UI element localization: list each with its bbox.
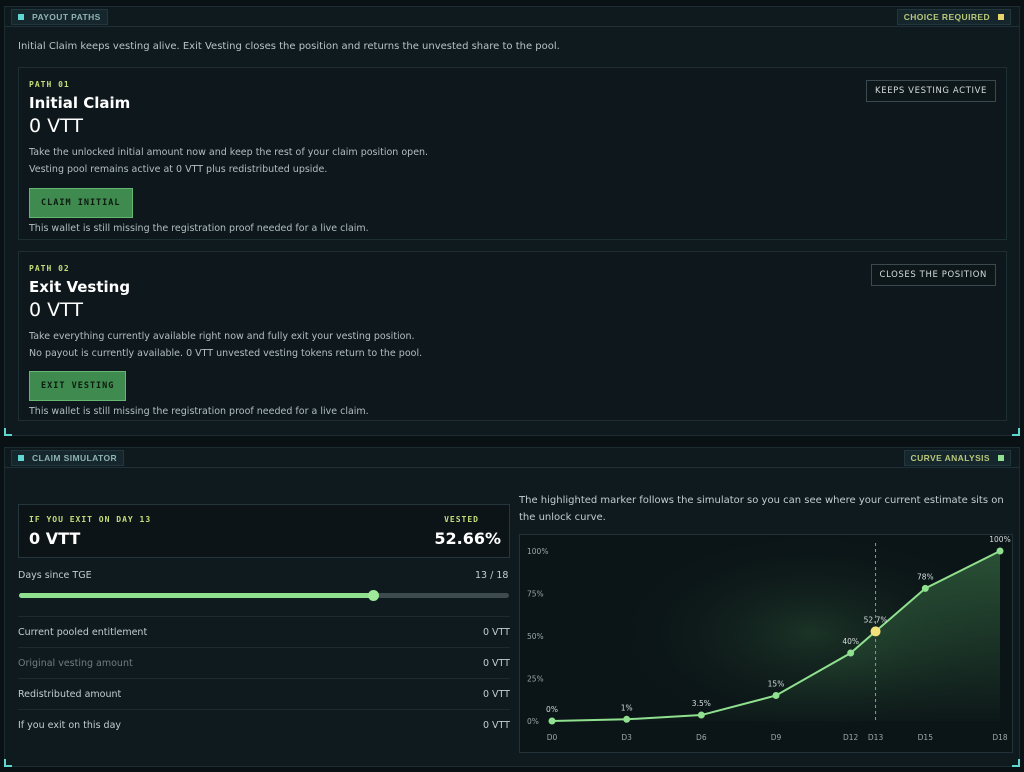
- vested-label: VESTED: [444, 515, 479, 524]
- y-tick-label: 75%: [527, 590, 544, 599]
- exit-day-label: IF YOU EXIT ON DAY 13: [29, 515, 152, 524]
- path-title: Initial Claim: [29, 94, 131, 112]
- stat-row-exit-on-day: If you exit on this day 0 VTT: [18, 709, 510, 740]
- days-since-tge-label: Days since TGE: [18, 570, 92, 581]
- panel-header: PAYOUT PATHS CHOICE REQUIRED: [5, 7, 1019, 27]
- payout-paths-tag: PAYOUT PATHS: [11, 9, 108, 25]
- claim-simulator-panel: CLAIM SIMULATOR CURVE ANALYSIS IF YOU EX…: [4, 447, 1020, 767]
- curve-analysis-tag: CURVE ANALYSIS: [903, 450, 1011, 466]
- stat-value: 0 VTT: [482, 627, 510, 638]
- corner-accent: [1012, 428, 1020, 436]
- stat-row-redistributed: Redistributed amount 0 VTT: [18, 678, 510, 709]
- path-card-initial-claim: PATH 01 Initial Claim 0 VTT Take the unl…: [18, 67, 1007, 240]
- corner-accent: [4, 428, 12, 436]
- stat-label: Original vesting amount: [18, 658, 133, 669]
- curve-point: [772, 692, 780, 699]
- payout-paths-label: PAYOUT PATHS: [32, 12, 101, 22]
- path-amount: 0 VTT: [29, 299, 84, 321]
- curve-point: [847, 649, 855, 657]
- stat-value: 0 VTT: [482, 689, 510, 700]
- curve-line: [551, 550, 1001, 722]
- point-label: 3.5%: [692, 699, 711, 708]
- payout-paths-panel: PAYOUT PATHS CHOICE REQUIRED Initial Cla…: [4, 6, 1020, 436]
- choice-required-tag: CHOICE REQUIRED: [896, 9, 1011, 25]
- corner-accent: [4, 759, 12, 767]
- x-tick-label: D3: [621, 733, 632, 742]
- stat-label: Current pooled entitlement: [18, 627, 148, 638]
- unlock-curve-chart: 0% 25% 50% 75% 100% 0% 1% 3.5% 15% 40% 52.7% 78% 100…: [519, 534, 1013, 753]
- square-icon: [18, 455, 24, 461]
- curve-area: [552, 551, 1000, 721]
- exit-vesting-button[interactable]: EXIT VESTING: [29, 371, 127, 401]
- x-tick-label: D6: [696, 733, 707, 742]
- path-description: Take everything currently available righ…: [29, 331, 415, 342]
- x-tick-label: D15: [918, 733, 934, 742]
- keeps-vesting-active-badge: KEEPS VESTING ACTIVE: [866, 80, 996, 102]
- square-icon: [18, 14, 24, 20]
- point-label: 0%: [546, 705, 558, 714]
- days-since-tge-value: 13 / 18: [475, 570, 509, 581]
- claim-simulator-label: CLAIM SIMULATOR: [32, 453, 118, 463]
- days-slider[interactable]: [19, 590, 509, 601]
- point-label: 78%: [917, 572, 934, 581]
- curve-point: [996, 547, 1004, 555]
- square-icon: [998, 455, 1004, 461]
- claim-simulator-tag: CLAIM SIMULATOR: [11, 450, 125, 466]
- square-icon: [998, 14, 1004, 20]
- point-label: 1%: [621, 703, 633, 712]
- path-amount: 0 VTT: [29, 115, 84, 137]
- registration-warning: This wallet is still missing the registr…: [29, 406, 369, 417]
- corner-accent: [1012, 759, 1020, 767]
- path-title: Exit Vesting: [29, 278, 131, 296]
- y-tick-label: 0%: [527, 717, 539, 726]
- stat-label: If you exit on this day: [18, 720, 122, 731]
- path-description-secondary: Vesting pool remains active at 0 VTT plu…: [29, 164, 328, 175]
- x-tick-label: D18: [992, 733, 1008, 742]
- chart-note: The highlighted marker follows the simul…: [519, 495, 1004, 523]
- registration-warning: This wallet is still missing the registr…: [29, 223, 369, 234]
- x-tick-label: D12: [843, 733, 859, 742]
- panel-header: CLAIM SIMULATOR CURVE ANALYSIS: [5, 448, 1019, 468]
- y-tick-label: 25%: [527, 675, 544, 684]
- closes-the-position-badge: CLOSES THE POSITION: [870, 264, 996, 286]
- path-number: PATH 01: [29, 80, 70, 89]
- curve-point: [697, 711, 705, 719]
- point-label: 15%: [768, 680, 785, 689]
- payout-intro: Initial Claim keeps vesting alive. Exit …: [18, 41, 560, 52]
- exit-value: 0 VTT: [29, 529, 81, 548]
- choice-required-label: CHOICE REQUIRED: [903, 12, 990, 22]
- curve-analysis-label: CURVE ANALYSIS: [910, 453, 990, 463]
- y-tick-label: 50%: [527, 632, 544, 641]
- path-description: Take the unlocked initial amount now and…: [29, 147, 429, 158]
- stat-row-pooled-entitlement: Current pooled entitlement 0 VTT: [18, 616, 510, 647]
- slider-fill: [19, 593, 373, 598]
- highlight-point: [870, 626, 881, 637]
- stat-label: Redistributed amount: [18, 689, 122, 700]
- x-tick-label: D0: [547, 733, 558, 742]
- slider-thumb[interactable]: [367, 590, 379, 601]
- path-description-secondary: No payout is currently available. 0 VTT …: [29, 348, 423, 359]
- exit-summary-box: IF YOU EXIT ON DAY 13 0 VTT VESTED 52.66…: [18, 504, 510, 558]
- vested-value: 52.66%: [434, 529, 501, 548]
- x-tick-label: D13: [868, 733, 884, 742]
- curve-point: [623, 715, 631, 723]
- curve-point: [548, 717, 556, 725]
- y-tick-label: 100%: [527, 547, 548, 556]
- stat-value: 0 VTT: [482, 720, 510, 731]
- point-label: 40%: [842, 637, 859, 646]
- unlock-curve-svg: 0% 25% 50% 75% 100% 0% 1% 3.5% 15% 40% 52.7% 78% 100…: [527, 535, 1011, 752]
- x-tick-label: D9: [771, 733, 782, 742]
- path-card-exit-vesting: PATH 02 Exit Vesting 0 VTT Take everythi…: [18, 251, 1007, 421]
- stat-row-original-vesting: Original vesting amount 0 VTT: [18, 647, 510, 678]
- stat-value: 0 VTT: [482, 658, 510, 669]
- point-label: 100%: [989, 535, 1010, 544]
- claim-initial-button[interactable]: CLAIM INITIAL: [29, 188, 133, 218]
- path-number: PATH 02: [29, 264, 70, 273]
- point-label: 52.7%: [864, 615, 888, 624]
- curve-point: [921, 584, 929, 592]
